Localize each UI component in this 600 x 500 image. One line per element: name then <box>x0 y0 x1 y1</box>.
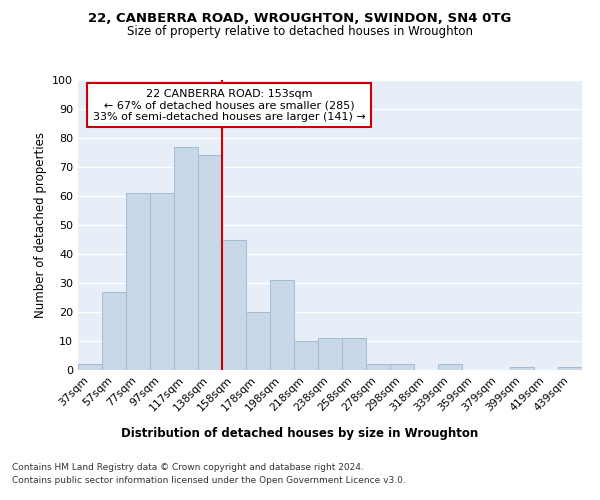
Text: Contains HM Land Registry data © Crown copyright and database right 2024.: Contains HM Land Registry data © Crown c… <box>12 462 364 471</box>
Text: Contains public sector information licensed under the Open Government Licence v3: Contains public sector information licen… <box>12 476 406 485</box>
Bar <box>438 364 462 370</box>
Bar <box>390 364 414 370</box>
Bar <box>558 367 582 370</box>
Bar <box>150 193 174 370</box>
Bar <box>342 338 366 370</box>
Bar <box>318 338 342 370</box>
Bar <box>294 341 318 370</box>
Text: Size of property relative to detached houses in Wroughton: Size of property relative to detached ho… <box>127 25 473 38</box>
Text: Distribution of detached houses by size in Wroughton: Distribution of detached houses by size … <box>121 428 479 440</box>
Bar <box>510 367 534 370</box>
Bar <box>102 292 126 370</box>
Bar <box>222 240 246 370</box>
Bar <box>270 280 294 370</box>
Bar <box>246 312 270 370</box>
Bar <box>174 146 198 370</box>
Bar <box>78 364 102 370</box>
Bar <box>366 364 390 370</box>
Bar <box>126 193 150 370</box>
Text: 22 CANBERRA ROAD: 153sqm
← 67% of detached houses are smaller (285)
33% of semi-: 22 CANBERRA ROAD: 153sqm ← 67% of detach… <box>93 88 365 122</box>
Text: 22, CANBERRA ROAD, WROUGHTON, SWINDON, SN4 0TG: 22, CANBERRA ROAD, WROUGHTON, SWINDON, S… <box>88 12 512 26</box>
Bar <box>198 156 222 370</box>
Y-axis label: Number of detached properties: Number of detached properties <box>34 132 47 318</box>
